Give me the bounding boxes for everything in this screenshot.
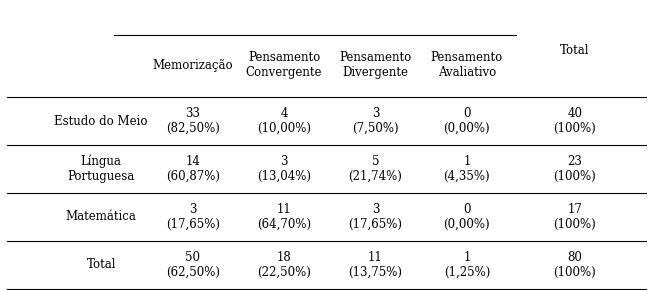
Text: 5
(21,74%): 5 (21,74%) bbox=[349, 155, 402, 183]
Text: 0
(0,00%): 0 (0,00%) bbox=[443, 107, 490, 135]
Text: 50
(62,50%): 50 (62,50%) bbox=[166, 251, 219, 279]
Text: 3
(7,50%): 3 (7,50%) bbox=[352, 107, 399, 135]
Text: 11
(64,70%): 11 (64,70%) bbox=[257, 203, 311, 231]
Text: 11
(13,75%): 11 (13,75%) bbox=[349, 251, 402, 279]
Text: Pensamento
Divergente: Pensamento Divergente bbox=[340, 51, 411, 79]
Text: 1
(4,35%): 1 (4,35%) bbox=[443, 155, 490, 183]
Text: Memorização: Memorização bbox=[152, 59, 233, 72]
Text: 3
(13,04%): 3 (13,04%) bbox=[257, 155, 311, 183]
Text: Total: Total bbox=[560, 44, 590, 57]
Text: 18
(22,50%): 18 (22,50%) bbox=[257, 251, 311, 279]
Text: 3
(17,65%): 3 (17,65%) bbox=[349, 203, 402, 231]
Text: 40
(100%): 40 (100%) bbox=[553, 107, 596, 135]
Text: 3
(17,65%): 3 (17,65%) bbox=[166, 203, 219, 231]
Text: 33
(82,50%): 33 (82,50%) bbox=[166, 107, 219, 135]
Text: 1
(1,25%): 1 (1,25%) bbox=[443, 251, 490, 279]
Text: Matemática: Matemática bbox=[66, 210, 136, 223]
Text: Língua
Portuguesa: Língua Portuguesa bbox=[68, 155, 135, 183]
Text: 23
(100%): 23 (100%) bbox=[553, 155, 596, 183]
Text: Total: Total bbox=[86, 258, 116, 271]
Text: 0
(0,00%): 0 (0,00%) bbox=[443, 203, 490, 231]
Text: Pensamento
Avaliativo: Pensamento Avaliativo bbox=[431, 51, 503, 79]
Text: 80
(100%): 80 (100%) bbox=[553, 251, 596, 279]
Text: Pensamento
Convergente: Pensamento Convergente bbox=[246, 51, 323, 79]
Text: 14
(60,87%): 14 (60,87%) bbox=[166, 155, 219, 183]
Text: 17
(100%): 17 (100%) bbox=[553, 203, 596, 231]
Text: Estudo do Meio: Estudo do Meio bbox=[54, 115, 148, 128]
Text: 4
(10,00%): 4 (10,00%) bbox=[257, 107, 311, 135]
